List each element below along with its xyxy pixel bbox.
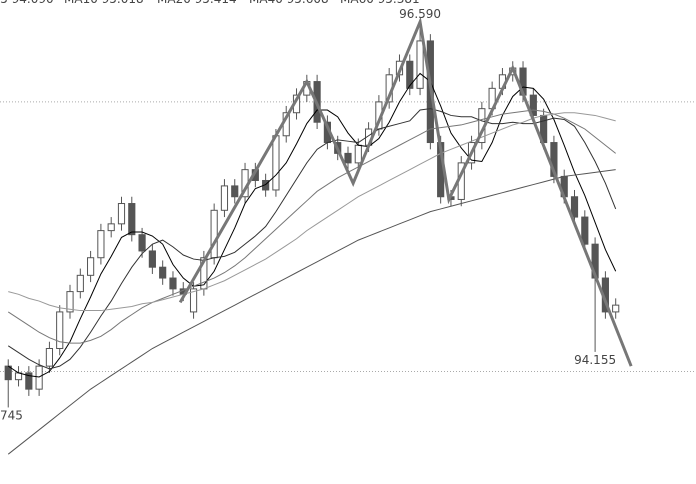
- candle-body: [416, 40, 424, 89]
- candle-body: [138, 234, 146, 252]
- ma-line: [7, 108, 617, 370]
- candle-body: [581, 216, 589, 245]
- legend-entry: MA10 95.018: [64, 0, 144, 6]
- candle-body: [272, 135, 280, 191]
- candle-body: [128, 203, 136, 236]
- candle-body: [210, 209, 218, 259]
- candle-body: [45, 348, 54, 367]
- candle-body: [159, 266, 167, 279]
- candle-body: [344, 152, 352, 164]
- ma-line: [7, 72, 617, 378]
- candle-body: [231, 185, 239, 198]
- candle-body: [570, 196, 579, 218]
- price-annotation: 96.590: [399, 7, 441, 21]
- candle-body: [612, 304, 620, 313]
- candle-body: [169, 277, 177, 290]
- candle-body: [550, 142, 558, 177]
- candle-body: [529, 94, 537, 116]
- candle-body: [220, 185, 229, 211]
- candle-body: [97, 230, 105, 259]
- ma-line: [8, 112, 616, 312]
- candle-body: [87, 257, 95, 276]
- candle-body: [66, 291, 74, 313]
- price-annotation: 94.155: [574, 353, 616, 367]
- legend-entry: MA20 95.414: [157, 0, 237, 6]
- candle-body: [56, 311, 64, 350]
- ma-line: [7, 169, 616, 455]
- candle-body: [4, 365, 12, 381]
- candle-body: [406, 60, 414, 89]
- legend-entry: MA40 95.608: [249, 0, 329, 6]
- candle-body: [35, 365, 43, 390]
- price-annotation: 745: [0, 408, 23, 422]
- candle-body: [354, 144, 362, 164]
- candle-body: [76, 274, 84, 293]
- candle-body: [148, 250, 156, 268]
- candle-body: [107, 223, 115, 232]
- zigzag-line: [178, 16, 633, 367]
- candle-body: [189, 288, 198, 313]
- legend-entry: A5 94.090: [0, 0, 54, 6]
- candle-body: [117, 203, 126, 225]
- legend-entry: MA60 95.381: [340, 0, 420, 6]
- candle-body: [25, 372, 33, 390]
- ma-line: [7, 109, 617, 344]
- candle-body: [262, 179, 270, 191]
